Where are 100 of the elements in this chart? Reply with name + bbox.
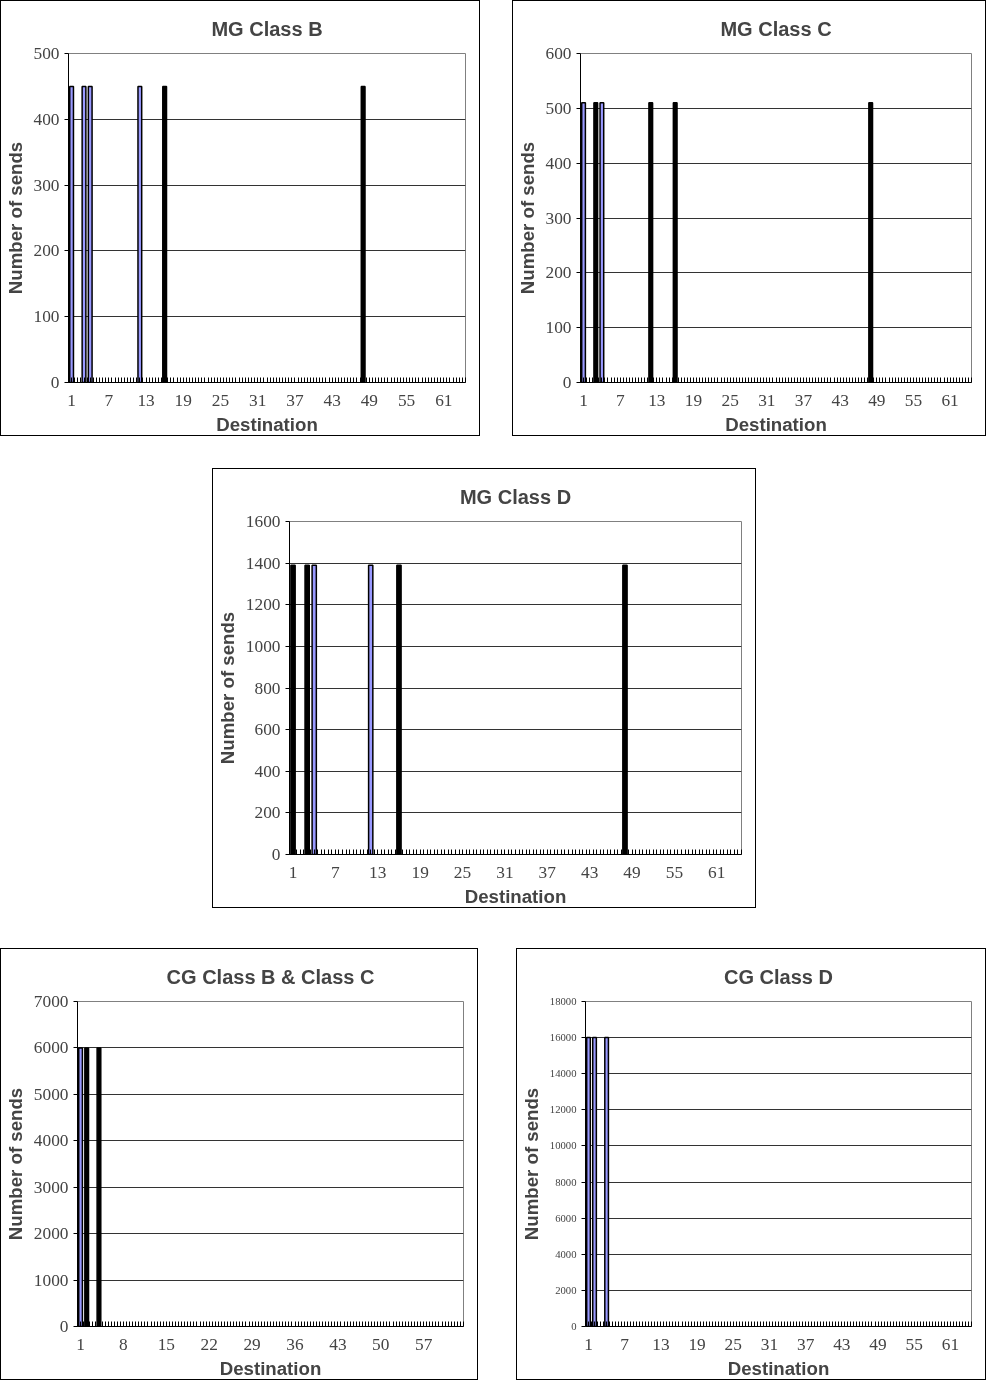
y-tick-label: 300 [33,175,60,195]
y-axis-title: Number of sends [4,1087,26,1241]
x-tick-label: 31 [758,390,776,410]
y-tick-label: 14000 [549,1068,577,1080]
x-axis-title: Destination [725,413,827,435]
x-tick-label: 55 [665,862,684,882]
x-tick-label: 7 [104,390,114,410]
y-tick-label: 0 [50,373,60,392]
x-tick-label: 13 [652,1334,670,1354]
x-tick-label: 25 [453,862,472,882]
chart-title: MG Class D [459,485,572,508]
y-tick-label: 5000 [33,1084,69,1104]
x-tick-label: 13 [648,390,666,410]
x-axis-title: Destination [219,1357,322,1379]
x-tick-label: 15 [157,1334,176,1354]
y-tick-label: 500 [545,98,572,118]
x-tick-label: 1 [579,390,588,410]
y-axis-title: Number of sends [216,611,238,765]
x-tick-label: 25 [211,390,230,410]
x-tick-label: 49 [360,390,379,410]
x-axis-title: Destination [216,413,318,435]
x-tick-label: 1 [67,390,76,410]
y-tick-label: 8000 [555,1176,577,1188]
x-axis-title: Destination [727,1357,830,1379]
x-tick-label: 22 [200,1334,218,1354]
y-axis-title: Number of sends [520,1087,542,1241]
x-tick-label: 55 [905,1334,923,1354]
x-tick-label: 13 [137,390,155,410]
x-tick-label: 43 [580,862,599,882]
y-tick-label: 400 [254,761,281,781]
x-tick-label: 49 [868,390,886,410]
x-tick-label: 31 [496,862,514,882]
x-tick-label: 19 [411,862,429,882]
y-tick-label: 400 [33,109,60,129]
x-tick-label: 43 [833,1334,851,1354]
x-tick-label: 8 [119,1334,128,1354]
y-tick-label: 600 [545,44,572,63]
x-axis-title: Destination [464,885,567,907]
y-tick-label: 500 [33,44,60,63]
y-axis-title: Number of sends [4,141,26,295]
x-tick-label: 61 [941,390,959,410]
x-tick-label: 19 [174,390,192,410]
x-tick-label: 57 [415,1334,433,1354]
y-tick-label: 800 [254,678,281,698]
y-tick-label: 0 [562,373,572,392]
y-tick-label: 200 [545,263,572,283]
y-axis-title: Number of sends [516,141,538,295]
y-tick-label: 2000 [555,1284,577,1296]
x-tick-label: 37 [794,390,813,410]
y-tick-label: 100 [545,318,572,338]
y-tick-label: 1000 [245,636,281,656]
y-tick-label: 200 [33,241,60,261]
y-tick-label: 300 [545,208,572,228]
y-tick-label: 400 [545,153,572,173]
x-tick-label: 61 [435,390,453,410]
x-tick-label: 31 [249,390,267,410]
x-tick-label: 25 [721,390,739,410]
y-tick-label: 600 [254,720,281,740]
y-tick-label: 100 [33,307,60,327]
x-tick-label: 37 [796,1334,815,1354]
y-tick-label: 6000 [555,1212,577,1224]
y-tick-label: 18000 [549,996,577,1007]
y-tick-label: 0 [271,845,281,864]
x-tick-label: 25 [724,1334,742,1354]
y-tick-label: 1600 [245,512,281,531]
y-tick-label: 10000 [549,1140,577,1152]
y-tick-label: 0 [571,1321,577,1332]
x-tick-label: 7 [615,390,625,410]
y-tick-label: 7000 [33,992,69,1011]
x-tick-label: 61 [708,862,726,882]
x-tick-label: 31 [760,1334,779,1354]
y-tick-label: 1200 [245,595,281,615]
x-tick-label: 29 [243,1334,261,1354]
y-tick-label: 200 [254,803,281,823]
x-tick-label: 50 [372,1334,390,1354]
x-tick-label: 19 [684,390,703,410]
x-tick-label: 37 [538,862,557,882]
y-tick-label: 3000 [33,1177,69,1197]
x-tick-label: 36 [286,1334,305,1354]
y-tick-label: 16000 [549,1032,577,1044]
x-tick-label: 1 [584,1334,593,1354]
y-tick-label: 1400 [245,553,281,573]
chart-title: MG Class C [720,17,832,40]
x-tick-label: 13 [369,862,387,882]
y-tick-label: 1000 [33,1270,69,1290]
x-tick-label: 49 [869,1334,887,1354]
x-tick-label: 61 [941,1334,960,1354]
x-tick-label: 7 [620,1334,630,1354]
x-tick-label: 1 [288,862,298,882]
x-tick-label: 43 [323,390,341,410]
y-tick-label: 0 [59,1317,69,1336]
x-tick-label: 19 [688,1334,706,1354]
chart-title: CG Class D [724,965,833,988]
chart-title: CG Class B & Class C [166,965,375,988]
x-tick-label: 55 [397,390,416,410]
x-tick-label: 37 [286,390,304,410]
y-tick-label: 4000 [33,1131,69,1151]
y-tick-label: 6000 [33,1038,69,1058]
x-tick-label: 7 [331,862,341,882]
x-tick-label: 55 [904,390,923,410]
